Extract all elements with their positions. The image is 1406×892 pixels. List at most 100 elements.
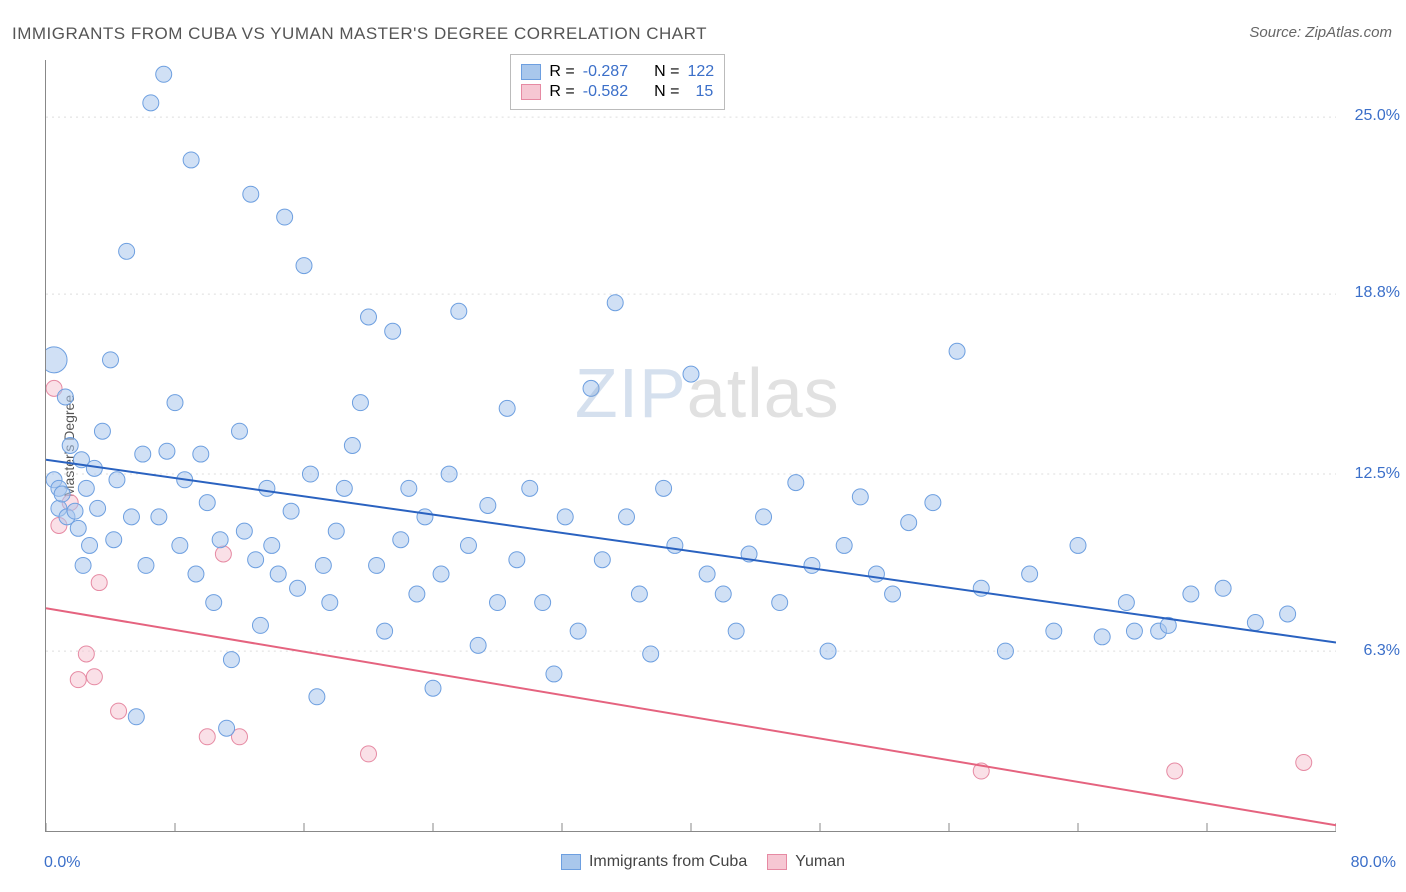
data-point	[619, 509, 635, 525]
data-point	[128, 709, 144, 725]
data-point	[91, 575, 107, 591]
data-point	[296, 258, 312, 274]
trend-line	[46, 608, 1336, 825]
data-point	[123, 509, 139, 525]
legend-correlation: R = -0.287 N = 122 R = -0.582 N = 15	[510, 54, 725, 110]
legend-row-series-b: R = -0.582 N = 15	[521, 83, 714, 101]
y-tick-label: 6.3%	[1364, 642, 1400, 660]
data-point	[1070, 537, 1086, 553]
data-point	[451, 303, 467, 319]
data-point	[54, 486, 70, 502]
legend-swatch-a-bottom	[561, 854, 581, 870]
n-label: N =	[654, 63, 679, 81]
r-value-a: -0.287	[583, 63, 628, 81]
data-point	[156, 66, 172, 82]
data-point	[535, 595, 551, 611]
data-point	[78, 480, 94, 496]
data-point	[159, 443, 175, 459]
legend-swatch-b-bottom	[767, 854, 787, 870]
data-point	[46, 347, 67, 373]
data-point	[557, 509, 573, 525]
data-point	[699, 566, 715, 582]
data-point	[143, 95, 159, 111]
data-point	[199, 729, 215, 745]
legend-series-names: Immigrants from Cuba Yuman	[0, 853, 1406, 871]
data-point	[236, 523, 252, 539]
r-label: R =	[549, 83, 574, 101]
data-point	[377, 623, 393, 639]
data-point	[772, 595, 788, 611]
data-point	[369, 557, 385, 573]
data-point	[78, 646, 94, 662]
data-point	[206, 595, 222, 611]
data-point	[57, 389, 73, 405]
data-point	[1046, 623, 1062, 639]
data-point	[417, 509, 433, 525]
data-point	[480, 497, 496, 513]
data-point	[1094, 629, 1110, 645]
data-point	[852, 489, 868, 505]
data-point	[352, 395, 368, 411]
data-point	[804, 557, 820, 573]
data-point	[836, 537, 852, 553]
data-point	[583, 380, 599, 396]
data-point	[490, 595, 506, 611]
source-attribution: Source: ZipAtlas.com	[1249, 24, 1392, 41]
data-point	[277, 209, 293, 225]
data-point	[199, 495, 215, 511]
data-point	[607, 295, 623, 311]
data-point	[643, 646, 659, 662]
data-point	[70, 672, 86, 688]
data-point	[344, 438, 360, 454]
data-point	[336, 480, 352, 496]
data-point	[868, 566, 884, 582]
legend-label-b: Yuman	[795, 853, 845, 871]
data-point	[425, 680, 441, 696]
data-point	[135, 446, 151, 462]
data-point	[885, 586, 901, 602]
data-point	[385, 323, 401, 339]
legend-item-b: Yuman	[767, 853, 845, 871]
data-point	[1118, 595, 1134, 611]
source-name: ZipAtlas.com	[1305, 24, 1392, 41]
trend-line	[46, 460, 1336, 643]
data-point	[509, 552, 525, 568]
data-point	[283, 503, 299, 519]
data-point	[264, 537, 280, 553]
data-point	[594, 552, 610, 568]
data-point	[393, 532, 409, 548]
data-point	[270, 566, 286, 582]
data-point	[570, 623, 586, 639]
data-point	[219, 720, 235, 736]
legend-swatch-a	[521, 64, 541, 80]
data-point	[109, 472, 125, 488]
data-point	[925, 495, 941, 511]
chart-title: IMMIGRANTS FROM CUBA VS YUMAN MASTER'S D…	[12, 24, 707, 44]
data-point	[433, 566, 449, 582]
data-point	[183, 152, 199, 168]
r-value-b: -0.582	[583, 83, 628, 101]
data-point	[470, 637, 486, 653]
data-point	[86, 669, 102, 685]
data-point	[290, 580, 306, 596]
data-point	[62, 438, 78, 454]
data-point	[302, 466, 318, 482]
data-point	[546, 666, 562, 682]
data-point	[119, 243, 135, 259]
data-point	[401, 480, 417, 496]
y-tick-label: 18.8%	[1355, 284, 1400, 302]
y-tick-label: 25.0%	[1355, 107, 1400, 125]
data-point	[728, 623, 744, 639]
legend-label-a: Immigrants from Cuba	[589, 853, 747, 871]
source-prefix: Source:	[1249, 24, 1305, 41]
data-point	[252, 617, 268, 633]
data-point	[1296, 754, 1312, 770]
data-point	[1280, 606, 1296, 622]
data-point	[460, 537, 476, 553]
plot-area: ZIPatlas R = -0.287 N = 122 R = -0.582 N…	[45, 60, 1336, 832]
data-point	[82, 537, 98, 553]
data-point	[212, 532, 228, 548]
data-point	[361, 309, 377, 325]
data-point	[756, 509, 772, 525]
data-point	[232, 423, 248, 439]
